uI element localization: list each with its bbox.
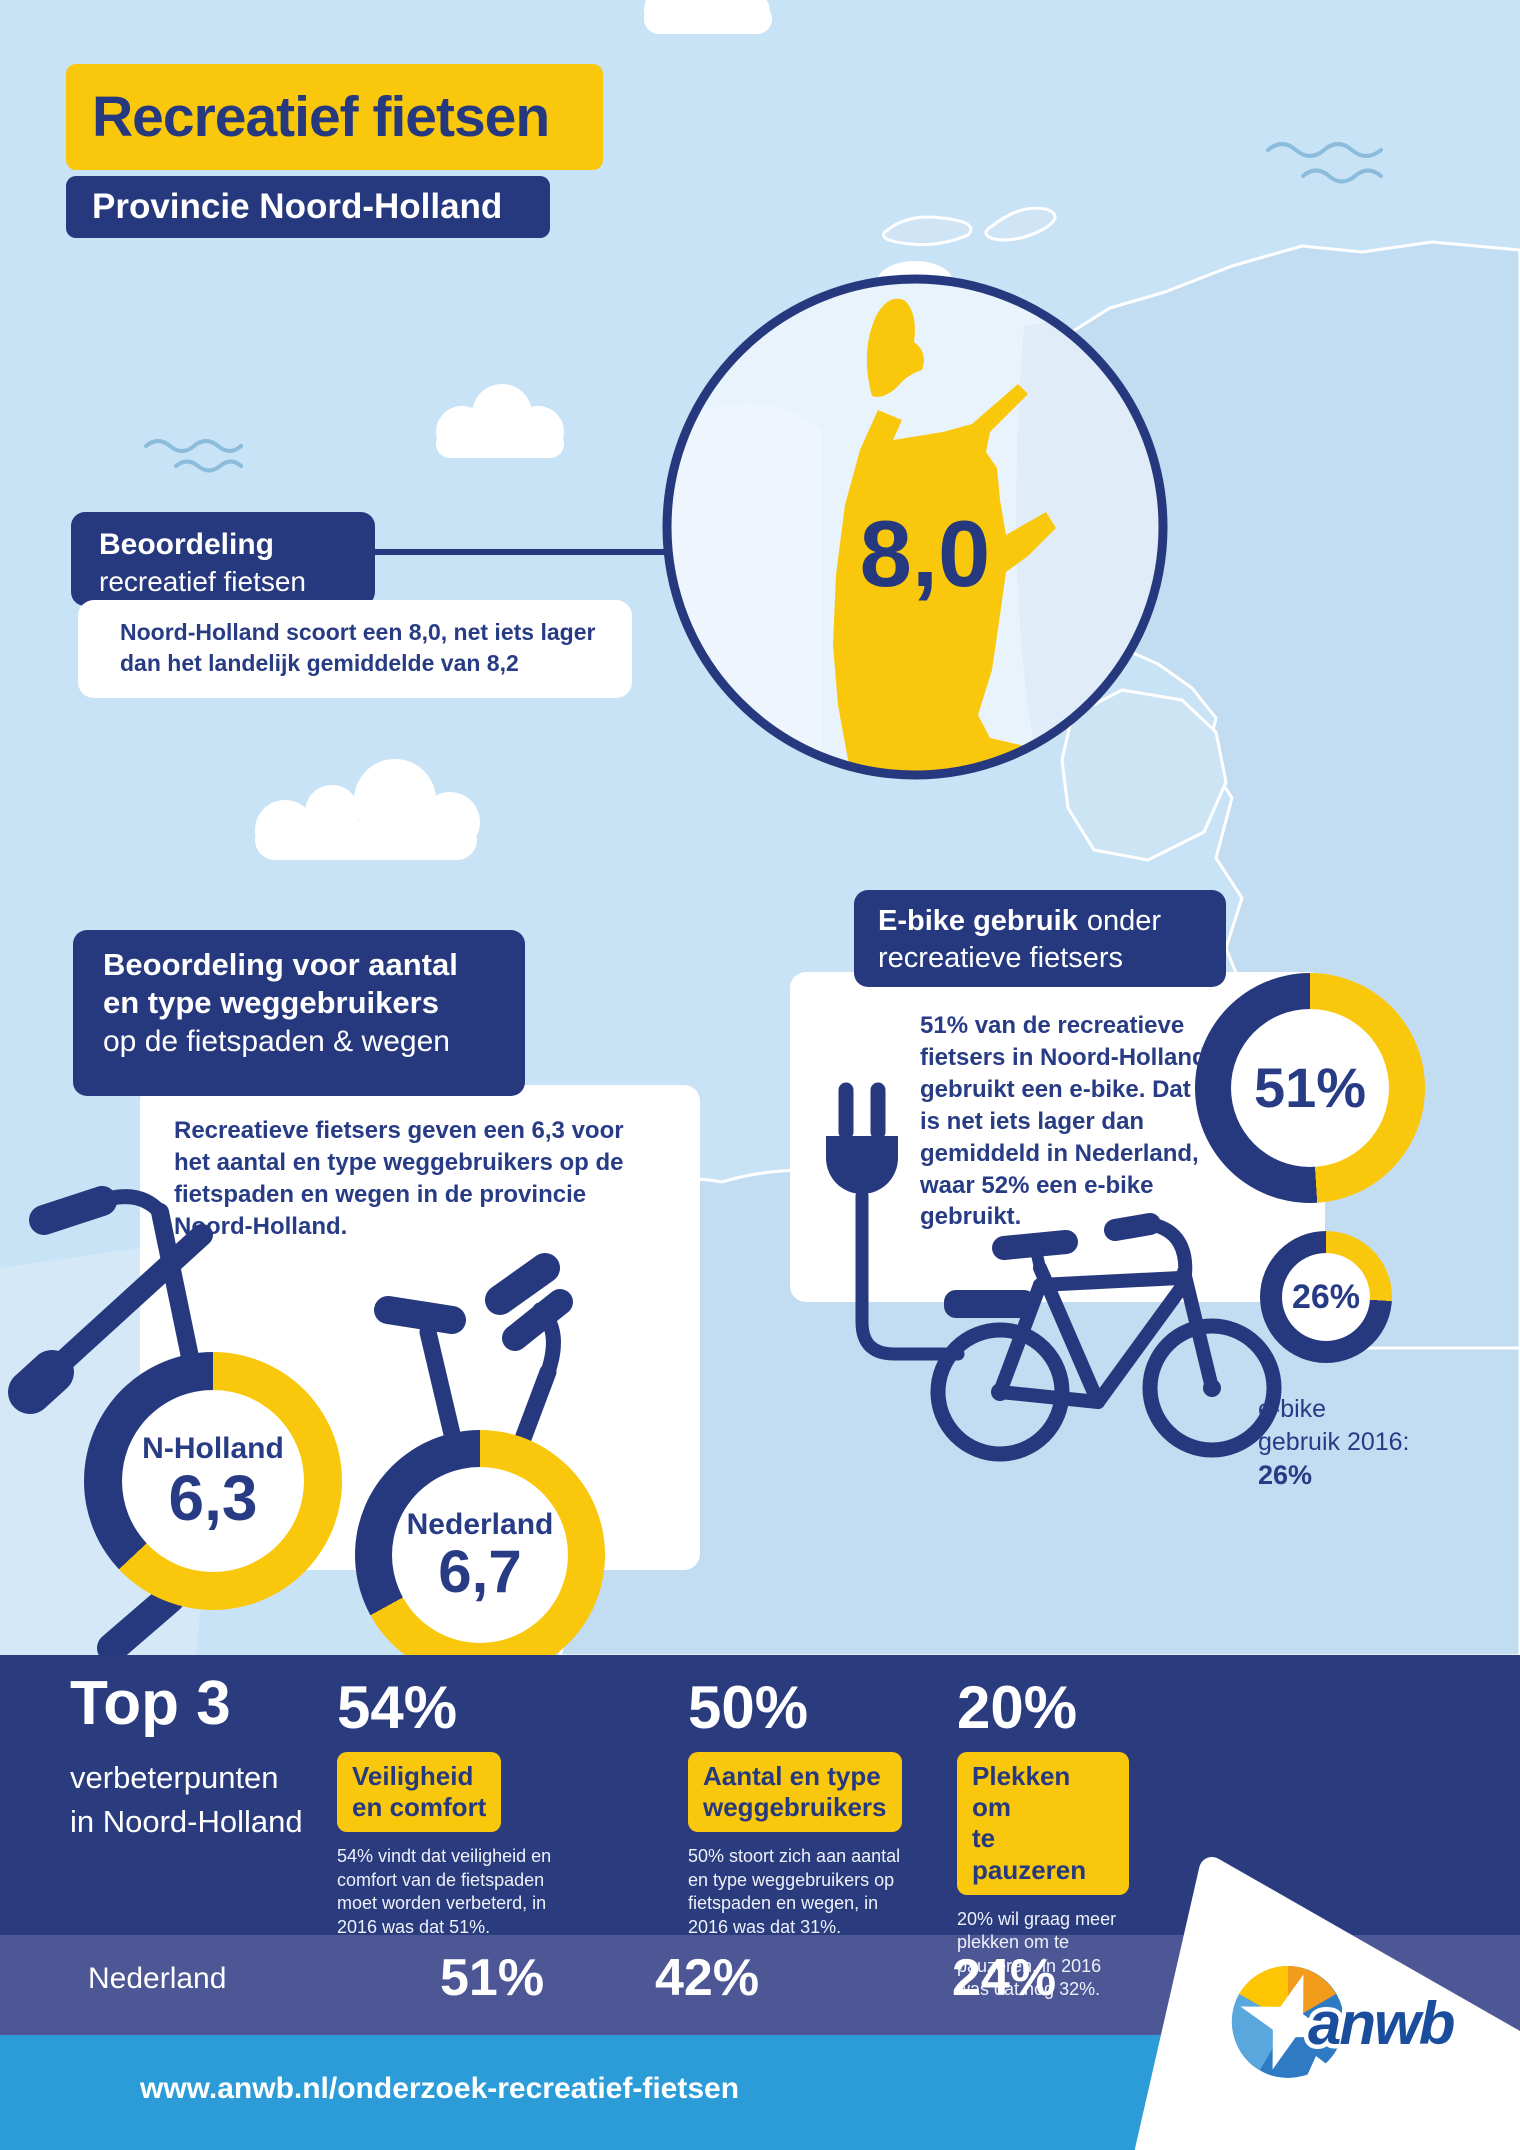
noord-holland-map-inset: [662, 274, 1168, 780]
top3-title: Top 3: [70, 1669, 231, 1738]
donut-ebike-51-value: 51%: [1253, 1056, 1367, 1119]
donut-nholland-value: 6,3: [168, 1462, 258, 1534]
map-wadden-island-2: [984, 206, 1057, 242]
road-users-tag-bold-2: en type weggebruikers: [103, 985, 439, 1021]
donut-chart-nholland: N-Holland 6,3: [84, 1352, 342, 1610]
rating-description-card: Noord-Holland scoort een 8,0, net iets l…: [78, 600, 632, 698]
ebike-tag-rest: onder: [1086, 905, 1161, 937]
nederland-value-1: 51%: [440, 1949, 545, 2007]
top3-col2-badge-line2: weggebruikers: [703, 1792, 887, 1823]
top3-subtitle: verbeterpunten in Noord-Holland: [70, 1756, 303, 1844]
ebike-2016-caption-line1: e-bike: [1258, 1395, 1327, 1423]
top3-col3-percent: 20%: [957, 1674, 1078, 1741]
top3-col3-badge-line1: Plekken om: [972, 1761, 1071, 1823]
rating-description: Noord-Holland scoort een 8,0, net iets l…: [120, 619, 596, 677]
title-badge: Recreatief fietsen: [66, 64, 603, 170]
rating-tag-bold: Beoordeling: [99, 528, 275, 561]
top3-subtitle-line1: verbeterpunten: [70, 1760, 279, 1795]
top3-col2-percent: 50%: [688, 1674, 809, 1741]
top3-col1-badge-line1: Veiligheid: [352, 1761, 474, 1791]
top3-col1-badge-line2: en comfort: [352, 1792, 487, 1823]
ebike-2016-caption-line2: gebruik 2016:: [1258, 1427, 1410, 1456]
top3-col3-badge: Plekken om te pauzeren: [957, 1752, 1129, 1895]
ebike-tag-bold: E-bike gebruik: [878, 905, 1078, 937]
map-region-flevoland: [1060, 688, 1228, 862]
top3-col3-badge-line2: te pauzeren: [972, 1823, 1087, 1885]
top3-col1-percent: 54%: [337, 1674, 458, 1741]
nederland-value-2: 42%: [655, 1949, 760, 2007]
anwb-logo-icon: anwb: [1231, 1965, 1460, 2087]
ebike-description: 51% van de recreatieve fietsers in Noord…: [920, 1012, 1207, 1231]
donut-nederland-label: Nederland: [406, 1508, 554, 1541]
ebike-2016-caption: e-bike gebruik 2016: 26%: [1258, 1393, 1410, 1493]
road-users-tag-rest: op de fietspaden & wegen: [103, 1024, 450, 1058]
map-score-value: 8,0: [859, 501, 991, 606]
top3-col2-description: 50% stoort zich aan aantal en type wegge…: [688, 1846, 901, 1937]
donut-nederland-value: 6,7: [438, 1538, 522, 1605]
rating-section-tag: Beoordeling recreatief fietsen: [71, 512, 375, 606]
connector-line: [370, 549, 666, 555]
top3-col1-badge: Veiligheid en comfort: [337, 1752, 502, 1833]
page-subtitle: Provincie Noord-Holland: [92, 187, 503, 226]
top3-col3-description: 20% wil graag meer plekken om te pauzere…: [957, 1908, 1117, 1999]
top3-col2-badge: Aantal en type weggebruikers: [688, 1752, 902, 1833]
road-users-tag-bold-1: Beoordeling voor aantal: [103, 947, 458, 982]
footer-url: www.anwb.nl/onderzoek-recreatief-fietsen: [140, 2072, 740, 2105]
page-title: Recreatief fietsen: [92, 85, 550, 149]
top3-col1-description: 54% vindt dat veiligheid en comfort van …: [337, 1846, 552, 1937]
map-wadden-island-1: [882, 215, 973, 247]
road-users-section-tag: Beoordeling voor aantal en type weggebru…: [73, 930, 525, 1096]
nederland-row-label: Nederland: [88, 1962, 227, 1995]
road-users-description: Recreatieve fietsers geven een 6,3 voor …: [174, 1117, 624, 1240]
ebike-section-tag: E-bike gebruik onder recreatieve fietsers: [854, 890, 1226, 987]
subtitle-badge: Provincie Noord-Holland: [66, 176, 550, 238]
donut-chart-nederland: Nederland 6,7: [355, 1430, 605, 1680]
ebike-tag-line2: recreatieve fietsers: [878, 942, 1123, 975]
noord-holland-province-shape: [833, 298, 1060, 775]
top3-col2-badge-line1: Aantal en type: [703, 1761, 881, 1791]
top3-subtitle-line2: in Noord-Holland: [70, 1804, 303, 1840]
wave-icon: [144, 142, 1383, 473]
rating-tag-rest: recreatief fietsen: [99, 565, 306, 597]
anwb-wordmark: anwb: [1308, 1990, 1454, 2057]
top3-column-pauzeren: 20% Plekken om te pauzeren 20% wil graag…: [957, 1678, 1129, 2001]
donut-nholland-label: N-Holland: [142, 1432, 284, 1465]
anwb-logo-card: anwb: [1135, 1857, 1520, 2150]
donut-chart-ebike-26: 26%: [1260, 1231, 1392, 1363]
ebike-2016-caption-value: 26%: [1258, 1460, 1313, 1490]
top3-column-weggebruikers: 50% Aantal en type weggebruikers 50% sto…: [688, 1678, 916, 1939]
donut-chart-ebike-51: 51%: [1195, 973, 1425, 1203]
nederland-value-3: 24%: [952, 1949, 1057, 2007]
donut-ebike-26-value: 26%: [1291, 1278, 1361, 1316]
top3-column-veiligheid: 54% Veiligheid en comfort 54% vindt dat …: [337, 1678, 575, 1939]
